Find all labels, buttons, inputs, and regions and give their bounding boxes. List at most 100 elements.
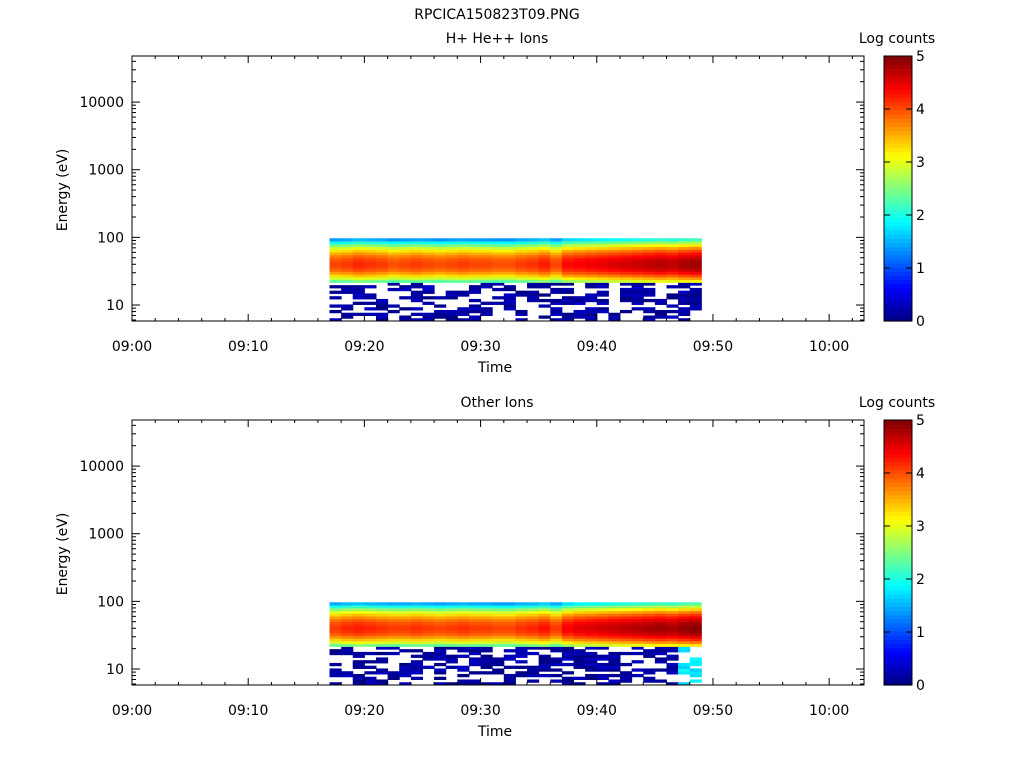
heatmap-cell	[573, 246, 586, 250]
heatmap-cell	[678, 646, 691, 650]
heatmap-cell	[364, 624, 377, 628]
heatmap-cell	[503, 605, 516, 609]
heatmap-cell	[573, 649, 586, 653]
heatmap-cell	[678, 627, 691, 631]
heatmap-cell	[492, 610, 505, 614]
colorbar-swatch	[884, 113, 912, 119]
heatmap-cell	[492, 621, 505, 625]
heatmap-cell	[399, 618, 412, 623]
heatmap-cell	[643, 318, 656, 322]
heatmap-cell	[387, 638, 400, 642]
heatmap-cell	[352, 638, 365, 642]
heatmap-cell	[585, 271, 598, 275]
heatmap-cell	[468, 660, 482, 664]
heatmap-cell	[387, 246, 400, 250]
heatmap-cell	[457, 263, 470, 267]
heatmap-cell	[387, 627, 400, 631]
heatmap-cell	[620, 632, 633, 636]
heatmap-cell	[561, 296, 575, 300]
colorbar-swatch	[884, 147, 912, 152]
heatmap-cell	[422, 285, 435, 289]
heatmap-cell	[480, 282, 493, 286]
heatmap-cell	[666, 621, 679, 625]
heatmap-cell	[492, 618, 505, 623]
heatmap-cell	[561, 602, 575, 606]
heatmap-cell	[515, 624, 528, 628]
heatmap-cell	[341, 673, 354, 678]
heatmap-cell	[550, 602, 563, 606]
heatmap-cell	[550, 621, 563, 625]
heatmap-cell	[538, 638, 551, 642]
heatmap-cell	[341, 304, 354, 308]
heatmap-cell	[503, 287, 516, 292]
heatmap-cell	[678, 643, 691, 647]
heatmap-cell	[352, 243, 365, 248]
heatmap-cell	[689, 304, 702, 308]
heatmap-cell	[480, 646, 493, 650]
colorbar-swatch	[884, 502, 912, 508]
heatmap-cell	[468, 662, 482, 667]
heatmap-cell	[654, 607, 667, 612]
heatmap-cell	[492, 602, 505, 606]
heatmap-cell	[596, 602, 609, 606]
heatmap-cell	[352, 605, 365, 609]
heatmap-cell	[387, 643, 400, 647]
heatmap-cell	[666, 257, 679, 261]
heatmap-cell	[561, 643, 575, 647]
heatmap-cell	[561, 613, 575, 617]
heatmap-cell	[596, 298, 609, 303]
panel-h-he-ions: H+ He++ Ions Time Energy (eV) Log counts…	[55, 31, 935, 376]
heatmap-cell	[457, 307, 470, 311]
heatmap-cell	[620, 243, 633, 248]
heatmap-cell	[620, 638, 633, 642]
heatmap-cell	[329, 635, 342, 639]
heatmap-cell	[422, 665, 435, 669]
colorbar-swatch	[884, 461, 912, 467]
heatmap-cell	[364, 296, 377, 300]
heatmap-cell	[329, 616, 342, 620]
heatmap-cell	[445, 616, 458, 620]
heatmap-cell	[678, 610, 691, 614]
heatmap-cell	[573, 243, 586, 248]
heatmap-cell	[480, 274, 493, 278]
heatmap-cell	[457, 268, 470, 272]
heatmap-cell	[573, 298, 586, 303]
heatmap-cell	[352, 613, 365, 617]
heatmap-cell	[329, 629, 342, 634]
heatmap-cell	[561, 241, 575, 245]
heatmap-cell	[376, 640, 389, 645]
heatmap-cell	[329, 279, 342, 283]
heatmap-cell	[527, 627, 540, 631]
heatmap-cell	[666, 657, 679, 661]
heatmap-cell	[515, 241, 528, 245]
heatmap-cell	[352, 660, 365, 664]
heatmap-cell	[654, 249, 667, 253]
colorbar-swatch	[884, 192, 912, 198]
colorbar-swatch	[884, 283, 912, 289]
heatmap-cell	[468, 274, 482, 278]
heatmap-cell	[352, 624, 365, 628]
heatmap-cell	[678, 243, 691, 248]
heatmap-cell	[585, 640, 598, 645]
heatmap-cell	[608, 249, 621, 253]
heatmap-cell	[620, 265, 633, 270]
heatmap-cell	[422, 252, 435, 256]
heatmap-cell	[561, 243, 575, 248]
heatmap-cell	[527, 635, 540, 639]
heatmap-cell	[376, 243, 389, 248]
heatmap-cell	[503, 616, 516, 620]
colorbar-swatch	[884, 515, 912, 520]
heatmap-cell	[596, 243, 609, 248]
heatmap-cell	[503, 238, 516, 242]
heatmap-cell	[515, 265, 528, 270]
heatmap-cell	[364, 621, 377, 625]
heatmap-cell	[550, 618, 563, 623]
heatmap-cell	[527, 257, 540, 261]
heatmap-cell	[654, 632, 667, 636]
heatmap-cell	[457, 312, 470, 316]
heatmap-cell	[550, 243, 563, 248]
heatmap-cell	[410, 263, 423, 267]
heatmap-cell	[364, 301, 377, 305]
heatmap-cell	[387, 632, 400, 636]
heatmap-cell	[689, 263, 702, 267]
